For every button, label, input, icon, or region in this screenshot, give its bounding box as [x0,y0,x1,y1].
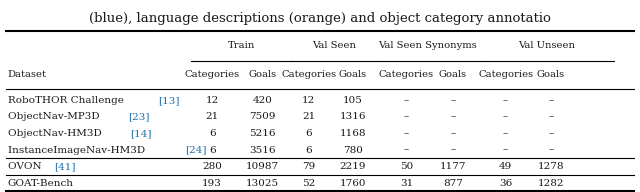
Text: 13025: 13025 [246,179,279,188]
Text: –: – [548,113,554,122]
Text: –: – [548,129,554,138]
Text: 1760: 1760 [339,179,366,188]
Text: 420: 420 [252,96,272,105]
Text: 6: 6 [305,146,312,155]
Text: GOAT-Bench: GOAT-Bench [8,179,74,188]
Text: –: – [451,129,456,138]
Text: 1316: 1316 [339,113,366,122]
Text: –: – [451,146,456,155]
Text: Categories: Categories [281,70,336,79]
Text: –: – [404,129,409,138]
Text: –: – [503,113,508,122]
Text: 79: 79 [302,162,316,171]
Text: 1278: 1278 [538,162,564,171]
Text: 105: 105 [342,96,362,105]
Text: OVON: OVON [8,162,45,171]
Text: Val Seen: Val Seen [312,41,356,50]
Text: 52: 52 [302,179,316,188]
Text: 780: 780 [342,146,362,155]
Text: ObjectNav-HM3D: ObjectNav-HM3D [8,129,105,138]
Text: 280: 280 [202,162,222,171]
Text: Val Unseen: Val Unseen [518,41,575,50]
Text: –: – [548,96,554,105]
Text: 12: 12 [302,96,316,105]
Text: [13]: [13] [158,96,180,105]
Text: –: – [548,146,554,155]
Text: 6: 6 [209,129,216,138]
Text: 6: 6 [209,146,216,155]
Text: Goals: Goals [339,70,367,79]
Text: 21: 21 [302,113,316,122]
Text: –: – [404,146,409,155]
Text: Goals: Goals [248,70,276,79]
Text: –: – [451,113,456,122]
Text: 5216: 5216 [249,129,276,138]
Text: 193: 193 [202,179,222,188]
Text: 12: 12 [205,96,219,105]
Text: [24]: [24] [185,146,207,155]
Text: [23]: [23] [127,113,149,122]
Text: 31: 31 [400,179,413,188]
Text: ObjectNav-MP3D: ObjectNav-MP3D [8,113,102,122]
Text: Goals: Goals [439,70,467,79]
Text: 2219: 2219 [339,162,366,171]
Text: 49: 49 [499,162,512,171]
Text: RoboTHOR Challenge: RoboTHOR Challenge [8,96,127,105]
Text: 10987: 10987 [246,162,279,171]
Text: [41]: [41] [54,162,76,171]
Text: –: – [503,96,508,105]
Text: 877: 877 [443,179,463,188]
Text: 50: 50 [400,162,413,171]
Text: InstanceImageNav-HM3D: InstanceImageNav-HM3D [8,146,148,155]
Text: 1282: 1282 [538,179,564,188]
Text: (blue), language descriptions (orange) and object category annotatio: (blue), language descriptions (orange) a… [89,12,551,25]
Text: [14]: [14] [131,129,152,138]
Text: –: – [404,113,409,122]
Text: Categories: Categories [379,70,434,79]
Text: 3516: 3516 [249,146,276,155]
Text: Goals: Goals [537,70,565,79]
Text: 6: 6 [305,129,312,138]
Text: 7509: 7509 [249,113,276,122]
Text: –: – [503,129,508,138]
Text: Categories: Categories [478,70,533,79]
Text: –: – [404,96,409,105]
Text: Categories: Categories [184,70,240,79]
Text: –: – [451,96,456,105]
Text: Val Seen Synonyms: Val Seen Synonyms [378,41,477,50]
Text: Dataset: Dataset [8,70,47,79]
Text: Train: Train [228,41,255,50]
Text: 1177: 1177 [440,162,466,171]
Text: 36: 36 [499,179,512,188]
Text: 1168: 1168 [339,129,366,138]
Text: –: – [503,146,508,155]
Text: 21: 21 [205,113,219,122]
